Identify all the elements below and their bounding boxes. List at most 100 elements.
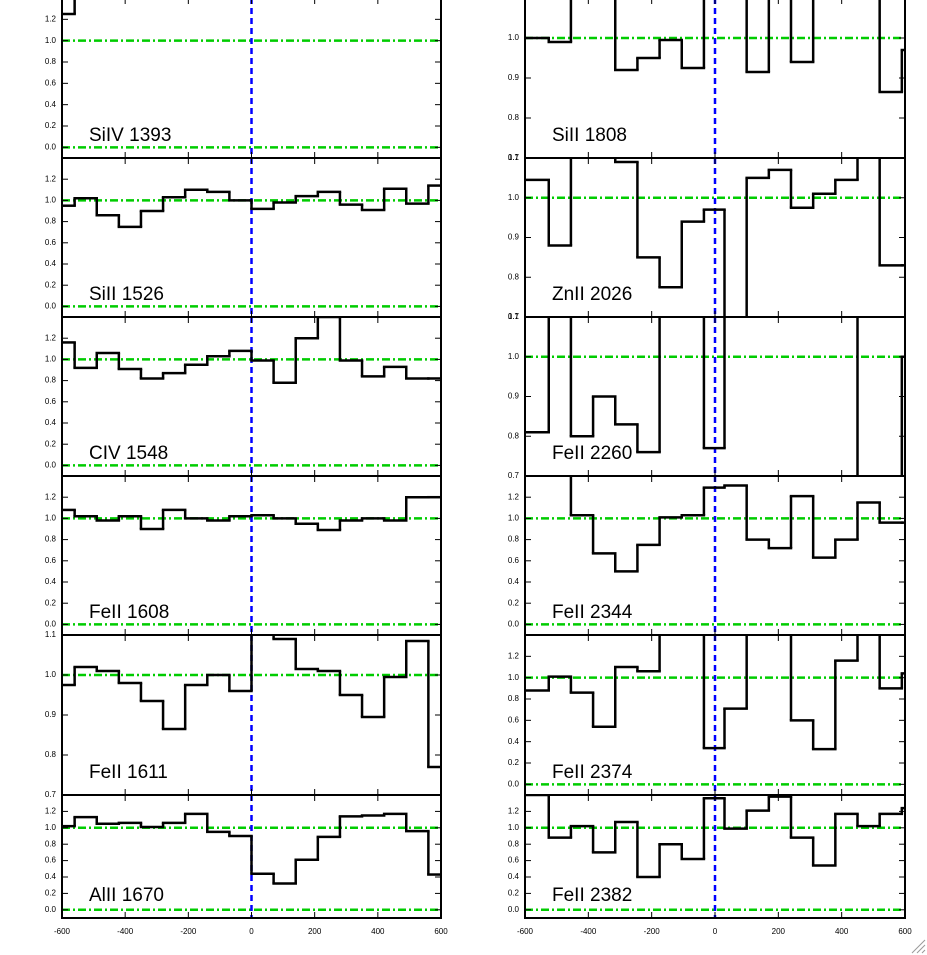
y-tick-label: 0.0 xyxy=(508,620,520,629)
y-tick-label: 1.0 xyxy=(45,514,57,523)
y-tick-label: 1.2 xyxy=(45,333,57,342)
y-tick-label: 0.6 xyxy=(508,715,520,724)
panel xyxy=(525,635,905,795)
y-tick-label: 0.9 xyxy=(508,233,520,242)
y-tick-label: 0.6 xyxy=(45,856,57,865)
panel xyxy=(525,158,905,317)
y-tick-label: 0.2 xyxy=(45,889,57,898)
line-label: FeII 2382 xyxy=(552,885,632,906)
x-tick-label: 200 xyxy=(772,927,786,936)
y-tick-label: 0.8 xyxy=(45,535,57,544)
y-tick-label: 0.8 xyxy=(508,535,520,544)
y-tick-label: 1.0 xyxy=(508,514,520,523)
x-tick-label: 600 xyxy=(898,927,912,936)
line-label: AlII 1670 xyxy=(89,885,164,906)
y-tick-label: 0.2 xyxy=(508,598,520,607)
line-label: SiIV 1393 xyxy=(89,125,171,146)
y-tick-label: 1.0 xyxy=(508,352,520,361)
panel xyxy=(62,795,441,918)
y-tick-label: 0.7 xyxy=(508,471,520,480)
panel xyxy=(525,0,905,158)
line-label: FeII 2374 xyxy=(552,762,633,783)
y-tick-label: 0.2 xyxy=(45,280,57,289)
x-tick-label: -200 xyxy=(644,927,661,936)
y-tick-label: 0.4 xyxy=(45,872,57,881)
panel xyxy=(62,158,441,317)
y-tick-label: 0.4 xyxy=(508,737,520,746)
y-tick-label: 0.8 xyxy=(508,694,520,703)
line-label: FeII 1611 xyxy=(89,762,168,783)
y-tick-label: 0.8 xyxy=(45,217,57,226)
y-tick-label: 0.8 xyxy=(508,113,520,122)
y-tick-label: 1.2 xyxy=(45,174,57,183)
y-tick-label: 0.2 xyxy=(45,598,57,607)
y-tick-label: 1.1 xyxy=(508,312,520,321)
line-label: FeII 2260 xyxy=(552,443,632,464)
y-tick-label: 0.4 xyxy=(45,577,57,586)
y-tick-label: 0.2 xyxy=(508,889,520,898)
y-tick-label: 0.0 xyxy=(508,905,520,914)
line-label: SiII 1808 xyxy=(552,125,627,146)
y-tick-label: 0.6 xyxy=(45,397,57,406)
y-tick-label: 0.6 xyxy=(45,78,57,87)
y-tick-label: 0.8 xyxy=(45,750,57,759)
line-label: FeII 1608 xyxy=(89,602,169,623)
y-tick-label: 0.4 xyxy=(508,577,520,586)
y-tick-label: 0.0 xyxy=(45,461,57,470)
y-tick-label: 0.8 xyxy=(508,272,520,281)
y-tick-label: 0.6 xyxy=(45,556,57,565)
x-tick-label: 600 xyxy=(434,927,448,936)
y-tick-label: 0.4 xyxy=(45,418,57,427)
y-tick-label: 0.6 xyxy=(508,856,520,865)
y-tick-label: 0.2 xyxy=(45,439,57,448)
y-tick-label: 0.4 xyxy=(45,100,57,109)
x-tick-label: 400 xyxy=(835,927,849,936)
y-tick-label: 1.0 xyxy=(508,33,520,42)
line-label: FeII 2344 xyxy=(552,602,633,623)
x-tick-label: 400 xyxy=(371,927,385,936)
y-tick-label: 0.0 xyxy=(508,779,520,788)
x-tick-label: 200 xyxy=(308,927,322,936)
y-tick-label: 0.0 xyxy=(45,620,57,629)
x-tick-label: -600 xyxy=(54,927,71,936)
x-tick-label: -600 xyxy=(517,927,534,936)
y-tick-label: 1.2 xyxy=(45,492,57,501)
x-tick-label: 0 xyxy=(713,927,718,936)
y-tick-label: 1.0 xyxy=(45,355,57,364)
y-tick-label: 0.9 xyxy=(45,710,57,719)
y-tick-label: 0.0 xyxy=(45,142,57,151)
y-tick-label: 1.1 xyxy=(508,0,520,2)
y-tick-label: 1.1 xyxy=(45,630,57,639)
y-tick-label: 0.2 xyxy=(45,121,57,130)
y-tick-label: 0.8 xyxy=(45,57,57,66)
y-tick-label: 1.2 xyxy=(45,14,57,23)
x-tick-label: -400 xyxy=(117,927,134,936)
panel xyxy=(62,476,441,635)
y-tick-label: 1.2 xyxy=(508,807,520,816)
y-tick-label: 0.6 xyxy=(508,556,520,565)
panel xyxy=(525,317,905,476)
y-tick-label: 1.0 xyxy=(45,670,57,679)
line-label: CIV 1548 xyxy=(89,443,168,464)
y-tick-label: 0.8 xyxy=(508,431,520,440)
y-tick-label: 0.2 xyxy=(508,758,520,767)
y-tick-label: 0.6 xyxy=(45,238,57,247)
y-tick-label: 1.0 xyxy=(45,196,57,205)
panel xyxy=(62,0,441,158)
panel xyxy=(525,476,905,635)
y-tick-label: 1.2 xyxy=(508,651,520,660)
line-label: ZnII 2026 xyxy=(552,284,632,305)
y-tick-label: 1.0 xyxy=(45,36,57,45)
y-tick-label: 0.8 xyxy=(45,839,57,848)
y-tick-label: 1.2 xyxy=(508,492,520,501)
y-tick-label: 0.7 xyxy=(508,312,520,321)
x-tick-label: -400 xyxy=(580,927,597,936)
y-tick-label: 1.0 xyxy=(508,823,520,832)
resize-grip xyxy=(911,939,926,954)
y-tick-label: 0.8 xyxy=(508,839,520,848)
y-tick-label: 0.7 xyxy=(45,790,57,799)
y-tick-label: 1.0 xyxy=(45,823,57,832)
y-tick-label: 1.0 xyxy=(508,193,520,202)
